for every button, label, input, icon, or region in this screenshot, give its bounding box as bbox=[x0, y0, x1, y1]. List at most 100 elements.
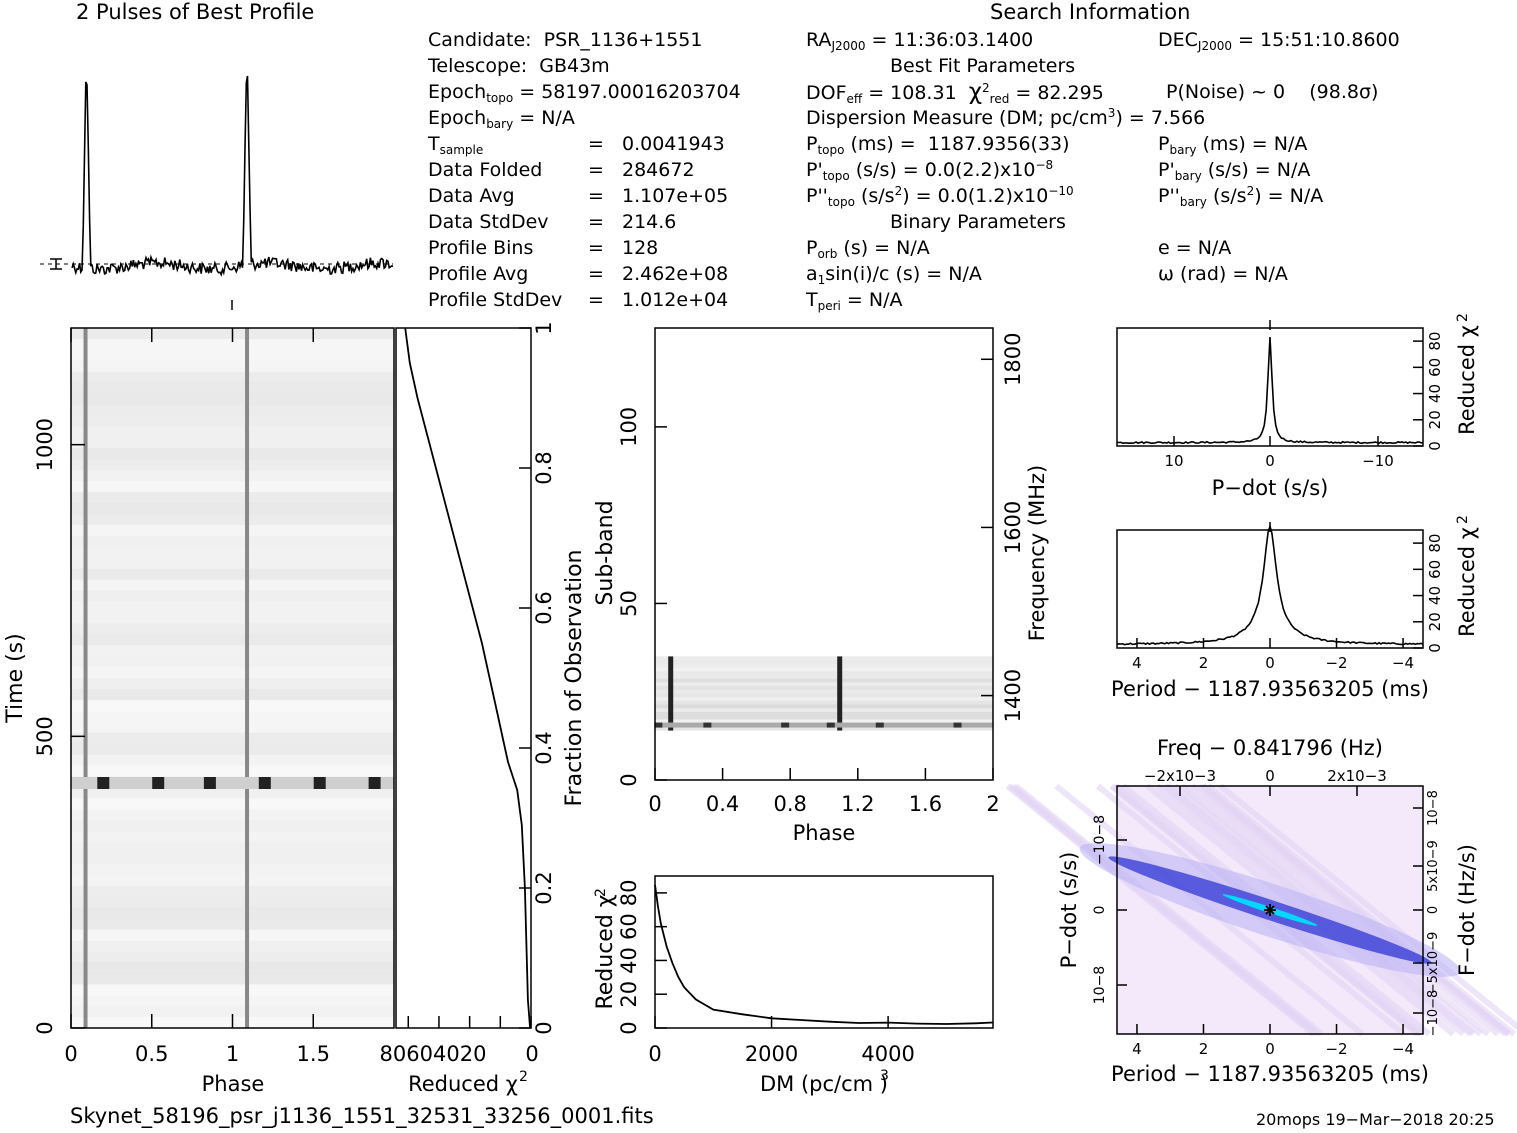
y-axis-label: Reduced χ bbox=[1455, 325, 1479, 435]
heatmap-row bbox=[71, 656, 394, 668]
pddot-bary-value: ) = N/A bbox=[1254, 185, 1324, 207]
dec-sub: J2000 bbox=[1197, 39, 1232, 53]
epoch-topo-value: = 58197.00016203704 bbox=[513, 81, 741, 103]
chi-sup: 2 bbox=[982, 81, 990, 95]
stats-label: Data Folded bbox=[428, 159, 543, 181]
x-tick-label: 0 bbox=[1265, 1040, 1275, 1058]
y-axis-label-sup: 2 bbox=[1455, 313, 1471, 322]
x-tick-label: −4 bbox=[1392, 1040, 1414, 1058]
rfi-spot bbox=[152, 777, 165, 789]
stats-value: 1.012e+04 bbox=[622, 289, 729, 311]
subband-plot: 0 0.4 0.8 1.2 1.6 2 0 50 100 1400 1600 1800 Phase Sub… bbox=[593, 327, 1049, 845]
tsample-sub: sample bbox=[439, 143, 484, 157]
heatmap-row bbox=[71, 459, 394, 471]
heatmap-row bbox=[71, 382, 394, 395]
heatmap-row bbox=[71, 754, 394, 766]
best-fit-heading: Best Fit Parameters bbox=[890, 55, 1076, 77]
right-axis-label: F−dot (Hz/s) bbox=[1455, 844, 1479, 976]
pddot-topo-sub: topo bbox=[827, 195, 855, 209]
p-topo: Ptopo (ms) = 1187.9356(33) bbox=[806, 131, 1070, 157]
y-tick-label: 40 bbox=[1426, 384, 1444, 403]
x-tick-label: 0.4 bbox=[706, 792, 739, 816]
dof-label: DOF bbox=[806, 82, 847, 104]
freq-tick-label: 1400 bbox=[1001, 669, 1025, 722]
heatmap-row bbox=[71, 492, 394, 504]
stats-row: Profile StdDev = 1.012e+04 bbox=[428, 287, 758, 313]
profile-line bbox=[71, 75, 394, 277]
chi-value: = 82.295 bbox=[1009, 82, 1104, 104]
map-streak bbox=[1013, 783, 1324, 1037]
top-tick-label: 0 bbox=[1265, 767, 1275, 785]
y-axis-label: Reduced χ bbox=[1455, 527, 1479, 637]
subband-rfi-spot bbox=[875, 722, 884, 728]
y-tick-label: 0 bbox=[1426, 441, 1444, 451]
y-tick-label: 0.8 bbox=[532, 451, 556, 484]
stats-value: 1.107e+05 bbox=[622, 185, 729, 207]
y-tick-label: 0 bbox=[617, 773, 641, 786]
rfi-spot bbox=[203, 777, 216, 789]
pddot-topo: P''topo (s/s2) = 0.0(1.2)x10−10 bbox=[806, 183, 1074, 209]
epoch-topo: Epochtopo = 58197.00016203704 bbox=[428, 79, 741, 105]
heatmap-row bbox=[71, 667, 394, 679]
plot-frame bbox=[1116, 529, 1424, 649]
y-tick-label: 20 bbox=[617, 981, 641, 1008]
map-streak bbox=[1218, 783, 1517, 1031]
heatmap-row bbox=[71, 918, 394, 931]
x-tick-label: 0 bbox=[64, 1042, 77, 1066]
dof-value: = 108.31 bbox=[862, 82, 969, 104]
p-topo-value: (ms) = 1187.9356(33) bbox=[844, 133, 1070, 155]
x-tick-label: −4 bbox=[1392, 654, 1414, 672]
y-tick-label: −10−8 bbox=[1092, 815, 1108, 865]
y-tick-label: 0 bbox=[617, 1021, 641, 1034]
heatmap-row bbox=[71, 874, 394, 887]
plot-frame bbox=[395, 327, 532, 1029]
dof-sub: eff bbox=[846, 92, 863, 106]
y-tick-label: 20 bbox=[1426, 612, 1444, 631]
right-tick-label: 5x10−9 bbox=[1426, 840, 1441, 892]
stats-label: Data StdDev bbox=[428, 211, 549, 233]
p-bary: Pbary (ms) = N/A bbox=[1158, 131, 1307, 157]
subband-row bbox=[655, 712, 993, 716]
rfi-spot bbox=[97, 777, 110, 789]
tsample-label: T bbox=[428, 133, 440, 155]
heatmap-row bbox=[71, 623, 394, 635]
x-tick-label: 0.5 bbox=[135, 1042, 168, 1066]
y-tick-label: 80 bbox=[1426, 534, 1444, 553]
heatmap-row bbox=[71, 995, 394, 1007]
y-tick-label: 50 bbox=[617, 590, 641, 617]
subband-row bbox=[655, 726, 993, 731]
subband-row bbox=[655, 678, 993, 683]
chi-curve bbox=[1116, 523, 1424, 646]
binary-heading: Binary Parameters bbox=[890, 211, 1066, 233]
stats-eq: = bbox=[588, 159, 604, 181]
y-tick-label: 20 bbox=[1426, 410, 1444, 429]
heatmap-row bbox=[71, 951, 394, 963]
pddot-bary-sup: 2 bbox=[1246, 184, 1255, 198]
x-tick-label: −10 bbox=[1362, 452, 1394, 470]
heatmap-row bbox=[71, 743, 394, 756]
a1sini: a1sin(i)/c (s) = N/A bbox=[806, 261, 982, 287]
subband-row bbox=[655, 660, 993, 664]
x-tick-label: 0 bbox=[1265, 452, 1275, 470]
candidate-name: Candidate: PSR_1136+1551 bbox=[428, 29, 703, 51]
error-bar bbox=[50, 258, 62, 270]
stats-value: 2.462e+08 bbox=[622, 263, 729, 285]
search-info: RAJ2000 = 11:36:03.1400 DECJ2000 = 15:51… bbox=[806, 27, 1506, 317]
y-tick-label: 0.6 bbox=[532, 591, 556, 624]
best-fit-marker bbox=[1264, 904, 1276, 916]
x-axis-label: Reduced χ bbox=[408, 1072, 518, 1096]
pdot-topo-exp: −8 bbox=[1035, 158, 1054, 172]
subband-rfi-spot bbox=[826, 722, 835, 728]
telescope: Telescope: GB43m bbox=[428, 55, 610, 77]
heatmap-row bbox=[71, 524, 394, 537]
subband-pulse bbox=[837, 656, 843, 731]
subband-row bbox=[655, 663, 993, 668]
x-tick-label: 1.2 bbox=[841, 792, 874, 816]
subband-rfi-spot bbox=[781, 722, 790, 728]
x-axis-label-sup: 3 bbox=[880, 1068, 889, 1084]
heatmap-row bbox=[71, 710, 394, 723]
y-tick-label: 80 bbox=[617, 880, 641, 907]
dec-label: DEC bbox=[1158, 29, 1198, 51]
dm-plot: 0 2000 4000 0 20 40 60 80 DM (pc/cm )3 Reduced χ2 bbox=[593, 875, 994, 1096]
